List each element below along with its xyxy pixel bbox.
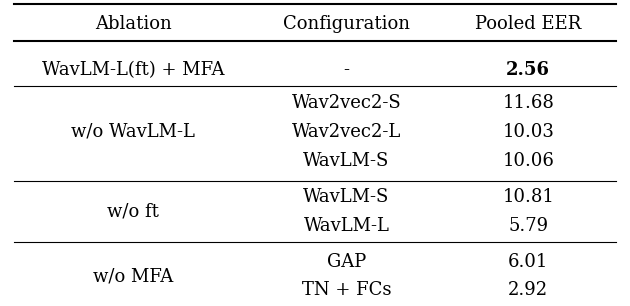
Text: Configuration: Configuration	[283, 15, 410, 33]
Text: 5.79: 5.79	[508, 217, 548, 235]
Text: 11.68: 11.68	[502, 94, 554, 112]
Text: 2.92: 2.92	[508, 281, 548, 299]
Text: Pooled EER: Pooled EER	[475, 15, 581, 33]
Text: -: -	[343, 61, 350, 79]
Text: WavLM-L: WavLM-L	[304, 217, 389, 235]
Text: 10.03: 10.03	[502, 123, 554, 141]
Text: WavLM-S: WavLM-S	[303, 151, 389, 170]
Text: Wav2vec2-S: Wav2vec2-S	[292, 94, 401, 112]
Text: w/o WavLM-L: w/o WavLM-L	[71, 123, 195, 141]
Text: WavLM-L(ft) + MFA: WavLM-L(ft) + MFA	[42, 61, 224, 79]
Text: 10.81: 10.81	[502, 188, 554, 206]
Text: 2.56: 2.56	[507, 61, 550, 79]
Text: WavLM-S: WavLM-S	[303, 188, 389, 206]
Text: TN + FCs: TN + FCs	[302, 281, 391, 299]
Text: 6.01: 6.01	[508, 253, 549, 271]
Text: GAP: GAP	[327, 253, 366, 271]
Text: 10.06: 10.06	[502, 151, 554, 170]
Text: Wav2vec2-L: Wav2vec2-L	[292, 123, 401, 141]
Text: Ablation: Ablation	[94, 15, 171, 33]
Text: w/o ft: w/o ft	[107, 202, 159, 220]
Text: w/o MFA: w/o MFA	[93, 267, 173, 285]
